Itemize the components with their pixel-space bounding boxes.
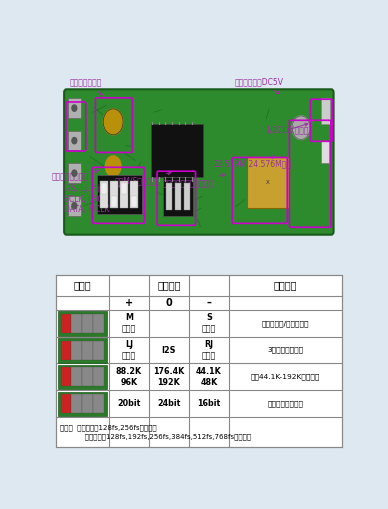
Bar xyxy=(121,183,127,194)
Bar xyxy=(61,341,71,359)
Text: X: X xyxy=(266,180,270,185)
Text: 44.1K
48K: 44.1K 48K xyxy=(196,367,222,387)
Bar xyxy=(82,394,93,413)
Text: –: – xyxy=(206,298,211,308)
Bar xyxy=(68,163,81,183)
Text: 24bit: 24bit xyxy=(157,399,180,408)
Bar xyxy=(58,312,107,336)
Bar xyxy=(58,391,107,416)
Bar xyxy=(68,196,81,215)
Bar xyxy=(100,181,108,208)
Bar xyxy=(94,341,104,359)
Text: 输出格式设置拨盘: 输出格式设置拨盘 xyxy=(52,169,99,181)
Text: I2S: I2S xyxy=(162,346,176,355)
Text: 电源输入直流DC5V: 电源输入直流DC5V xyxy=(235,77,284,94)
Text: 支持44.1K-192K采样频率: 支持44.1K-192K采样频率 xyxy=(251,374,320,380)
Bar xyxy=(82,367,93,386)
Bar xyxy=(94,314,104,333)
Bar xyxy=(166,183,172,210)
Text: I2S, Lj, Rj数据
BCLK, LRCK
DATA, MCLK: I2S, Lj, Rj数据 BCLK, LRCK DATA, MCLK xyxy=(64,184,125,214)
Text: 88.2K
96K: 88.2K 96K xyxy=(116,367,142,387)
Bar xyxy=(61,394,71,413)
Bar xyxy=(61,314,71,333)
Circle shape xyxy=(103,109,123,135)
Bar xyxy=(120,181,128,208)
Bar xyxy=(82,314,93,333)
Bar xyxy=(130,181,137,208)
Text: 双通道模拟输入: 双通道模拟输入 xyxy=(69,78,102,95)
Text: M
主模式: M 主模式 xyxy=(122,314,136,333)
Text: RJ
右对齐: RJ 右对齐 xyxy=(202,340,216,360)
FancyBboxPatch shape xyxy=(64,89,334,235)
Bar xyxy=(101,183,107,194)
Circle shape xyxy=(105,156,121,176)
Bar xyxy=(71,341,82,359)
Text: +: + xyxy=(125,298,133,308)
Circle shape xyxy=(72,203,77,209)
Text: 0: 0 xyxy=(165,298,172,308)
Bar xyxy=(71,314,82,333)
Bar xyxy=(320,98,330,124)
Text: 3种数据传输格式: 3种数据传输格式 xyxy=(267,347,303,353)
Text: S
从模式: S 从模式 xyxy=(202,314,216,333)
Bar xyxy=(82,341,93,359)
Bar xyxy=(68,98,81,118)
Text: 时钟频率选择（主模式）: 时钟频率选择（主模式） xyxy=(163,174,225,188)
Circle shape xyxy=(292,116,310,139)
Bar xyxy=(56,275,342,447)
Circle shape xyxy=(72,170,77,176)
Bar xyxy=(58,365,107,389)
Bar xyxy=(111,196,117,207)
Text: 1/2CLK(主模式): 1/2CLK(主模式) xyxy=(265,123,312,134)
Bar xyxy=(247,157,289,208)
Text: 拨码位: 拨码位 xyxy=(74,280,91,291)
Text: 主从M/S时钟源选择: 主从M/S时钟源选择 xyxy=(115,172,171,185)
Text: 功能描述: 功能描述 xyxy=(274,280,297,291)
Circle shape xyxy=(72,137,77,144)
Bar xyxy=(71,367,82,386)
Bar xyxy=(61,367,71,386)
Bar xyxy=(94,367,104,386)
Bar xyxy=(131,196,137,207)
Bar xyxy=(110,181,118,208)
Text: 拨码状态: 拨码状态 xyxy=(157,280,180,291)
Text: 说明：  主模式支持128fs,256fs本地时钟
           从模式支持128fs,192fs,256fs,384fs,512fs,768fs时钟输: 说明： 主模式支持128fs,256fs本地时钟 从模式支持128fs,192f… xyxy=(60,424,251,440)
Bar xyxy=(97,175,142,214)
Text: 20bit: 20bit xyxy=(117,399,140,408)
Circle shape xyxy=(72,105,77,111)
Bar xyxy=(175,183,182,210)
Bar xyxy=(58,338,107,362)
Text: 选择输出比特位数: 选择输出比特位数 xyxy=(267,400,303,407)
Bar xyxy=(320,142,329,163)
Text: LJ
左对齐: LJ 左对齐 xyxy=(122,340,136,360)
Bar xyxy=(151,124,203,177)
Text: 16bit: 16bit xyxy=(197,399,220,408)
Text: 时钟主模式/从模式设定: 时钟主模式/从模式设定 xyxy=(262,320,309,327)
Bar xyxy=(163,177,193,216)
Bar xyxy=(94,394,104,413)
Bar xyxy=(68,131,81,151)
Bar xyxy=(71,394,82,413)
Text: 22.579M,24.576M时钟: 22.579M,24.576M时钟 xyxy=(214,156,292,168)
Text: 176.4K
192K: 176.4K 192K xyxy=(153,367,184,387)
Bar xyxy=(184,183,191,210)
